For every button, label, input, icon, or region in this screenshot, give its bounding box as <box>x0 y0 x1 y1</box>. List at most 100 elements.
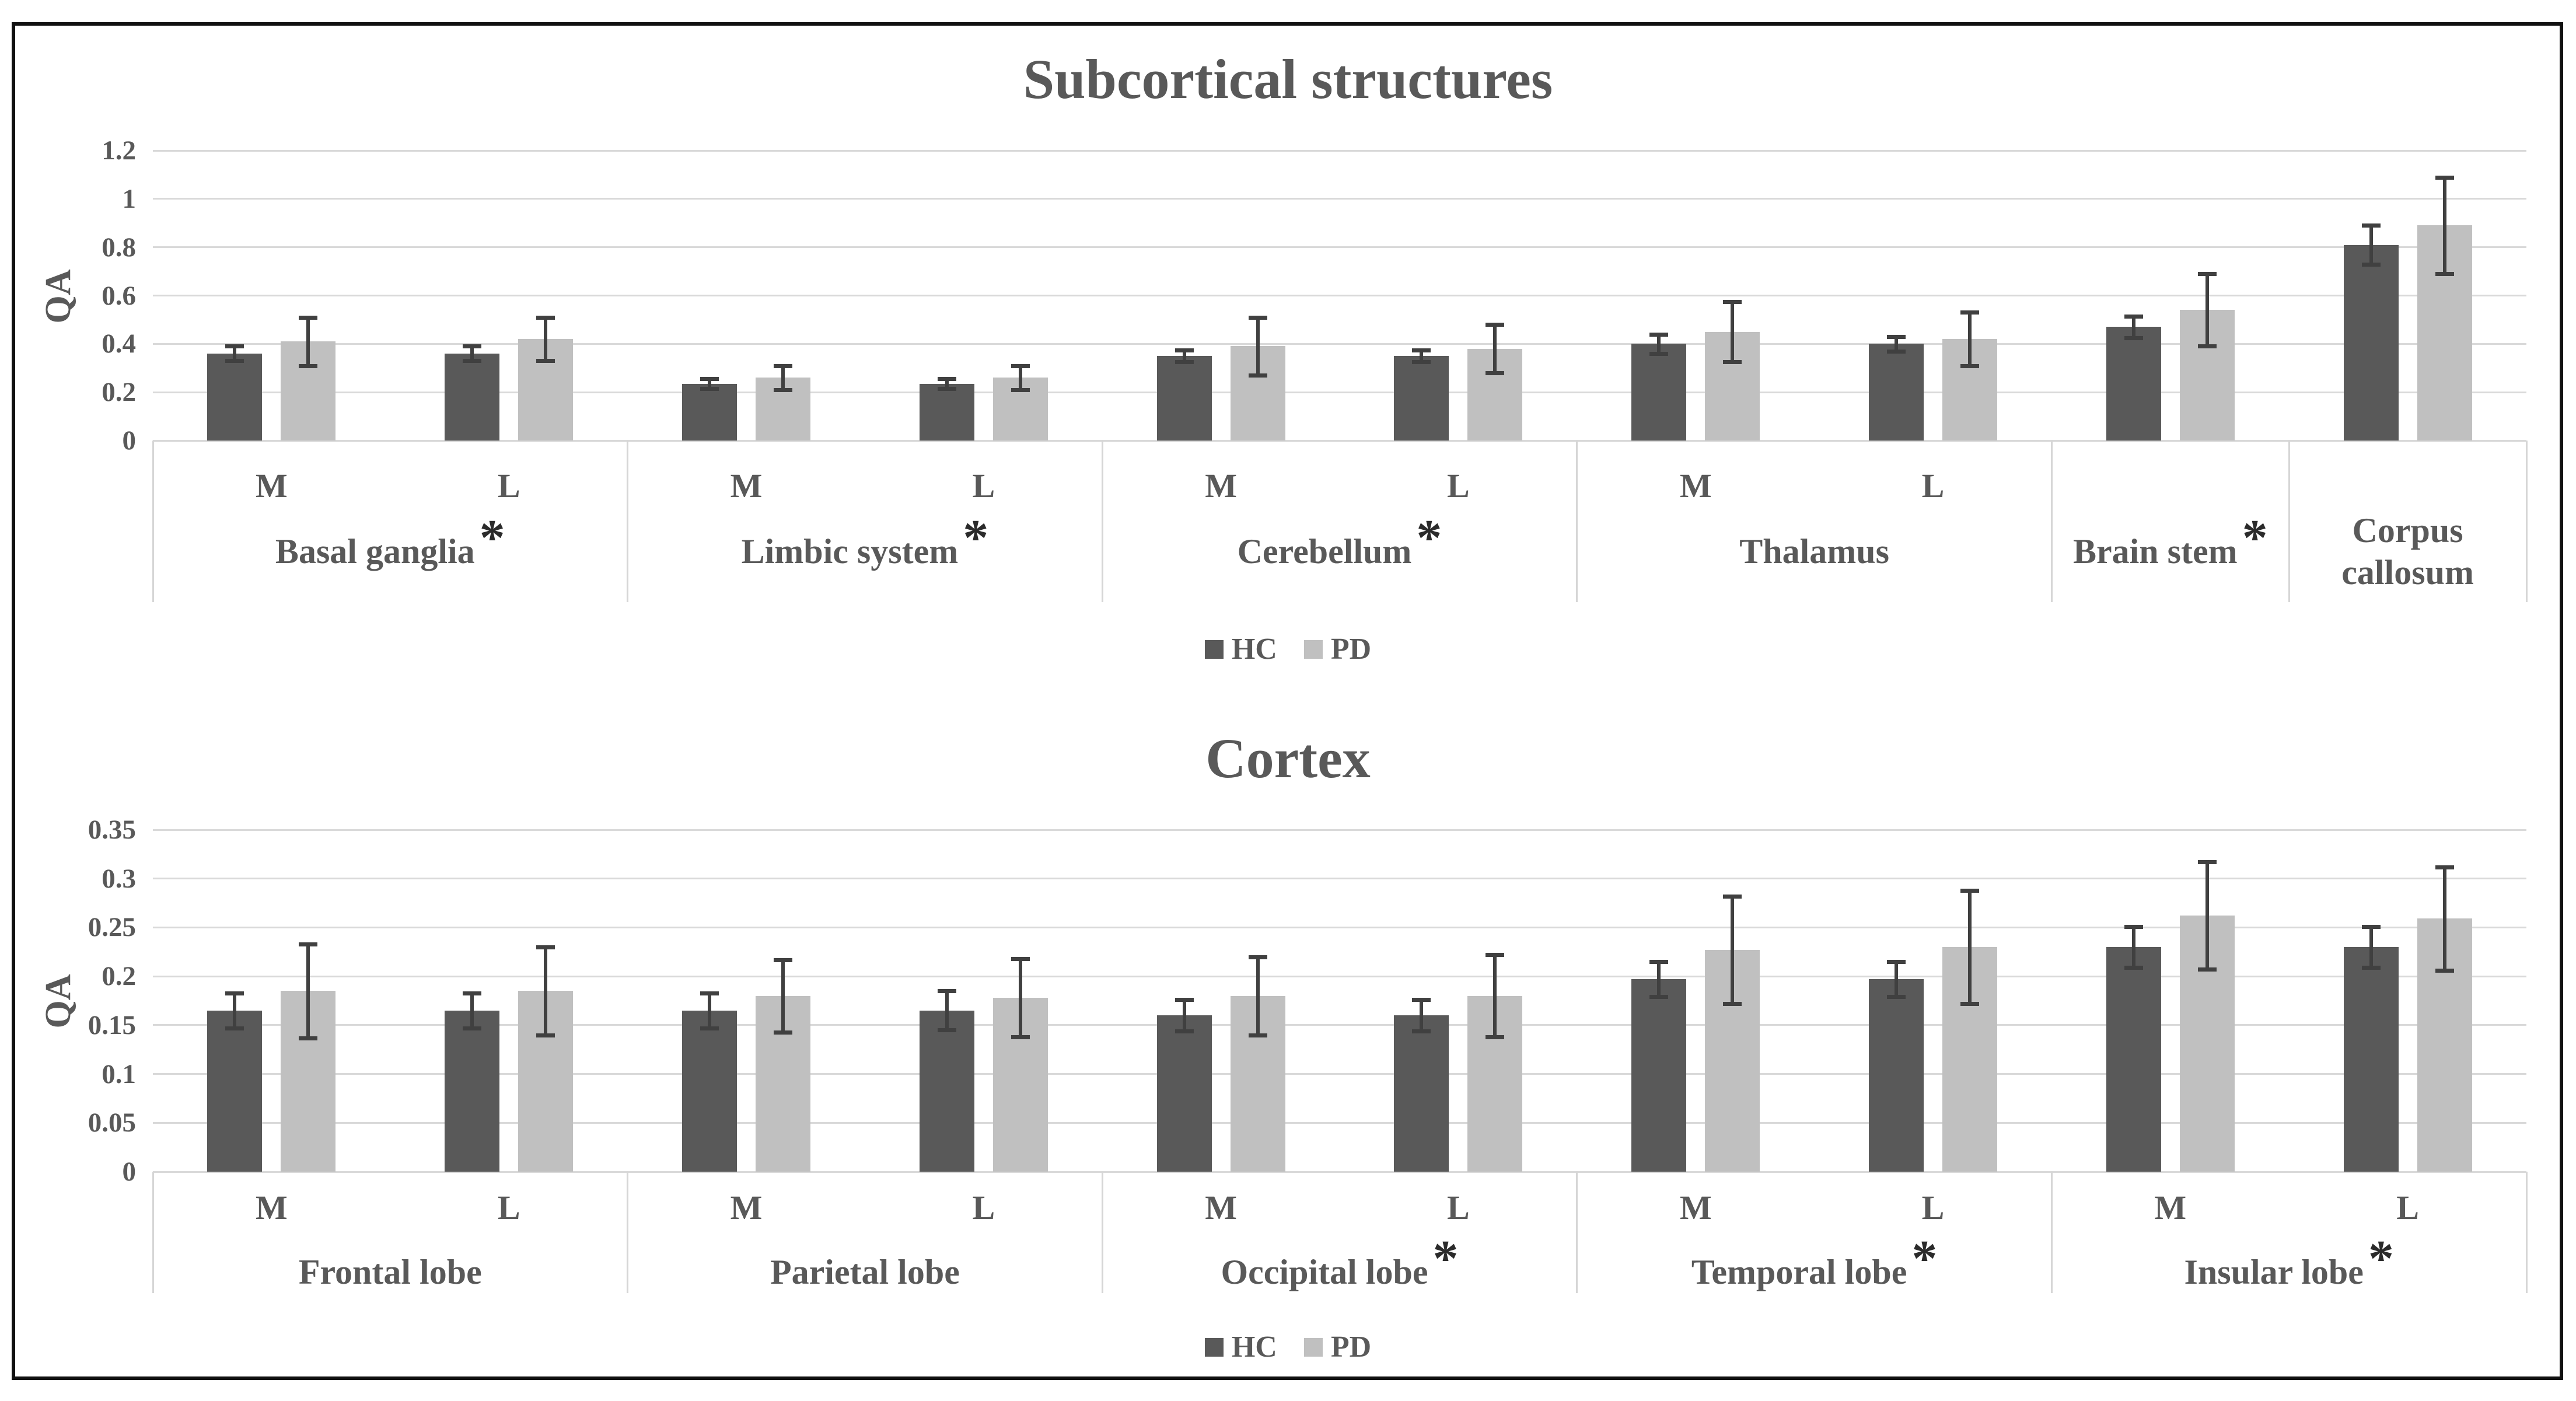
group-label-text: Occipital lobe <box>1221 1253 1428 1291</box>
error-bar-cap <box>225 359 244 364</box>
group-label-text: Brain stem <box>2072 532 2238 571</box>
error-bar-cap <box>1412 998 1431 1002</box>
cortex-chart-title: Cortex <box>1205 727 1371 789</box>
error-bar-cap <box>1175 1029 1194 1033</box>
error-bar <box>1731 301 1735 362</box>
error-bar-cap <box>700 377 719 382</box>
error-bar-cap <box>700 991 719 995</box>
error-bar-cap <box>1412 1029 1431 1033</box>
error-bar <box>2442 867 2446 971</box>
error-bar <box>544 317 548 361</box>
category-group-label: Occipital lobe * <box>1102 1220 1577 1325</box>
error-bar <box>1420 350 1424 362</box>
subcategory-label: L <box>1447 467 1470 505</box>
y-tick-label: 1 <box>122 183 137 214</box>
error-bar <box>781 959 785 1032</box>
bar-hc <box>445 1010 500 1172</box>
subcortical-chart-title: Subcortical structures <box>1023 48 1553 110</box>
error-bar <box>1493 324 1497 373</box>
subcategory-label: M <box>2154 1189 2187 1227</box>
cortex-legend: HC PD <box>0 1329 2576 1365</box>
gridline <box>153 1073 2526 1075</box>
error-bar <box>708 993 711 1028</box>
error-bar-cap <box>1486 323 1505 327</box>
pd-swatch-icon <box>1303 1338 1323 1357</box>
group-label-text: Cerebellum <box>1237 532 1412 571</box>
subcategory-label: L <box>1921 467 1945 505</box>
error-bar <box>1182 350 1186 362</box>
error-bar-cap <box>225 1026 244 1030</box>
error-bar-cap <box>2361 262 2381 267</box>
error-bar <box>945 379 949 389</box>
bar-hc <box>919 383 974 441</box>
legend-item-pd: PD <box>1303 1329 1371 1365</box>
error-bar-cap <box>1649 960 1669 965</box>
category-box-edge <box>152 1172 154 1293</box>
legend-item-hc: HC <box>1204 631 1277 668</box>
subcategory-label: L <box>972 1189 995 1227</box>
category-group-label: Brain stem * <box>2051 499 2289 604</box>
y-tick-label: 0.6 <box>102 280 136 311</box>
error-bar <box>1018 365 1022 390</box>
gridline <box>153 878 2526 880</box>
gridline <box>153 975 2526 977</box>
error-bar <box>233 346 237 361</box>
error-bar <box>1968 312 1972 366</box>
error-bar-cap <box>1960 888 1979 893</box>
pd-swatch-icon <box>1303 640 1323 659</box>
error-bar-cap <box>1011 388 1030 393</box>
error-bar-cap <box>2124 336 2143 340</box>
error-bar <box>2369 926 2373 968</box>
error-bar-cap <box>299 364 318 368</box>
error-bar-cap <box>2435 175 2454 180</box>
subcategory-label: L <box>497 1189 520 1227</box>
gridline <box>153 246 2526 249</box>
bar-hc <box>1631 344 1687 441</box>
subcategory-label: M <box>1205 467 1237 505</box>
error-bar <box>306 944 310 1038</box>
category-box-edge <box>152 441 154 602</box>
legend-item-hc: HC <box>1204 1329 1277 1365</box>
y-tick-label: 0.3 <box>102 863 136 894</box>
group-label-text: Basal ganglia <box>275 532 475 571</box>
subcategory-label: M <box>256 467 288 505</box>
error-bar-cap <box>225 991 244 995</box>
category-group-label: Corpus callosum <box>2289 499 2526 604</box>
y-tick-label: 0.15 <box>88 1009 136 1040</box>
hc-legend-label: HC <box>1231 1330 1277 1364</box>
error-bar-cap <box>2435 272 2454 277</box>
category-divider <box>627 441 629 602</box>
error-bar-cap <box>937 989 956 994</box>
error-bar-cap <box>2197 860 2217 865</box>
error-bar-cap <box>2197 272 2217 277</box>
error-bar <box>306 317 310 366</box>
bar-hc <box>1394 1015 1449 1172</box>
error-bar <box>2131 316 2135 338</box>
bar-hc <box>1869 979 1924 1172</box>
subcategory-label: M <box>1679 467 1712 505</box>
error-bar-cap <box>1649 332 1669 337</box>
category-group-label: Basal ganglia * <box>153 499 628 604</box>
bar-hc <box>207 353 263 441</box>
error-bar-cap <box>774 1030 792 1035</box>
error-bar-cap <box>1649 351 1669 356</box>
error-bar-cap <box>1723 1002 1742 1007</box>
group-label-text: Parietal lobe <box>770 1253 960 1291</box>
error-bar-cap <box>700 1026 719 1030</box>
group-label-text: Frontal lobe <box>298 1253 482 1291</box>
y-tick-label: 0.4 <box>102 329 136 359</box>
error-bar-cap <box>1412 348 1431 352</box>
error-bar-cap <box>2124 314 2143 319</box>
error-bar-cap <box>774 958 792 962</box>
figure-border <box>12 22 2563 1380</box>
y-tick-label: 0 <box>122 425 137 456</box>
bar-hc <box>1394 356 1449 441</box>
category-box-edge <box>2525 441 2528 602</box>
bar-hc <box>1156 356 1212 441</box>
error-bar <box>2205 274 2209 347</box>
error-bar-cap <box>1412 360 1431 365</box>
error-bar <box>1731 896 1735 1004</box>
subcategory-label: M <box>1679 1189 1712 1227</box>
category-group-label: Insular lobe * <box>2051 1220 2526 1325</box>
error-bar-cap <box>536 1033 555 1037</box>
